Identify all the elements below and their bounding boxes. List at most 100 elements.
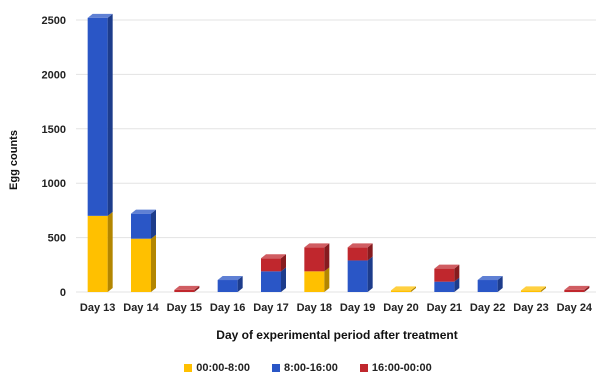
bar-side — [324, 243, 330, 272]
bar-segment — [131, 209, 156, 239]
bar-side — [194, 285, 200, 292]
bar-top — [131, 209, 156, 214]
y-tick-label: 1500 — [42, 124, 66, 136]
bar-front — [217, 280, 238, 292]
x-tick-label: Day 16 — [210, 302, 245, 314]
bar-side — [454, 264, 460, 282]
bar-segment — [564, 285, 590, 292]
bar-top — [304, 243, 330, 248]
bar-top — [564, 285, 590, 290]
bar-segment — [87, 211, 113, 292]
x-tick-label: Day 19 — [340, 302, 375, 314]
bar-front — [87, 215, 108, 292]
bar-top — [477, 276, 503, 281]
bar-segment — [477, 276, 503, 292]
bar-segment — [304, 267, 330, 292]
bar-top — [434, 264, 460, 269]
bar-segment — [304, 243, 330, 272]
bars — [87, 13, 590, 292]
bar-side — [107, 211, 113, 292]
bar-front — [347, 260, 368, 292]
bar-segment — [347, 256, 373, 292]
bar-front — [87, 17, 108, 216]
bar-front — [564, 289, 585, 292]
bar-segment — [391, 286, 416, 292]
bar-front — [261, 271, 281, 292]
legend-item: 00:00-8:00 — [184, 362, 250, 374]
bar-side — [107, 13, 113, 216]
bar-front — [347, 247, 368, 261]
bar-front — [434, 268, 455, 282]
bar-side — [324, 267, 330, 292]
bar-front — [174, 289, 195, 292]
x-tick-label: Day 17 — [253, 302, 288, 314]
bar-side — [237, 276, 243, 292]
x-tick-label: Day 21 — [427, 302, 462, 314]
x-tick-label: Day 24 — [557, 302, 593, 314]
y-tick-label: 1000 — [42, 178, 66, 190]
bar-side — [411, 286, 416, 292]
bar-front — [434, 281, 455, 292]
y-tick-label: 2000 — [42, 69, 66, 81]
y-tick-label: 2500 — [42, 15, 66, 27]
legend-label: 16:00-00:00 — [371, 362, 432, 374]
y-tick-label: 500 — [48, 233, 66, 245]
bar-segment — [174, 285, 200, 292]
bar-side — [497, 276, 503, 292]
y-tick-labels: 0 500 1000 1500 2000 2500 — [42, 15, 66, 299]
bar-side — [541, 286, 546, 292]
gridlines — [76, 19, 596, 293]
bar-front — [304, 247, 325, 272]
bar-side — [281, 254, 286, 272]
bar-side — [454, 277, 460, 292]
x-tick-label: Day 13 — [80, 302, 115, 314]
y-tick-label: 0 — [60, 287, 66, 299]
x-tick-label: Day 18 — [297, 302, 332, 314]
legend-label: 00:00-8:00 — [196, 362, 251, 374]
legend-swatch — [359, 364, 368, 372]
legend-item: 16:00-00:00 — [359, 362, 432, 374]
bar-side — [151, 234, 156, 292]
bar-segment — [217, 276, 243, 292]
bar-front — [131, 213, 151, 239]
bar-side — [367, 256, 373, 292]
x-tick-label: Day 23 — [513, 302, 548, 314]
legend-label: 8:00-16:00 — [284, 362, 338, 374]
bar-front — [477, 280, 498, 292]
x-tick-labels: Day 13 Day 14 Day 15 Day 16 Day 17 Day 18 Day … — [80, 302, 593, 314]
bar-top — [347, 243, 373, 248]
bar-side — [584, 285, 590, 292]
legend-swatch — [272, 364, 281, 372]
x-tick-label: Day 15 — [167, 302, 202, 314]
bar-segment — [131, 234, 156, 292]
bar-front — [304, 271, 325, 292]
bar-segment — [347, 243, 373, 261]
bar-segment — [261, 254, 286, 272]
bar-side — [367, 243, 373, 261]
x-tick-label: Day 20 — [383, 302, 418, 314]
bar-segment — [521, 286, 546, 292]
bar-front — [521, 290, 541, 292]
x-tick-label: Day 22 — [470, 302, 505, 314]
bar-front — [131, 238, 151, 292]
bar-top — [261, 254, 286, 259]
bar-front — [391, 290, 411, 292]
legend: 00:00-8:00 8:00-16:00 16:00-00:00 — [0, 362, 616, 374]
y-axis-title: Egg counts — [8, 130, 20, 190]
bar-segment — [434, 277, 460, 292]
legend-swatch — [184, 364, 193, 372]
bar-side — [151, 209, 156, 239]
bar-front — [261, 258, 281, 272]
bar-top — [87, 13, 113, 18]
bar-segment — [87, 13, 113, 216]
bar-top — [217, 276, 243, 281]
bar-top — [521, 286, 546, 291]
bar-top — [174, 285, 200, 290]
bar-side — [281, 267, 286, 292]
bar-segment — [261, 267, 286, 292]
bar-segment — [434, 264, 460, 282]
x-tick-label: Day 14 — [123, 302, 159, 314]
bar-top — [391, 286, 416, 291]
legend-item: 8:00-16:00 — [272, 362, 338, 374]
